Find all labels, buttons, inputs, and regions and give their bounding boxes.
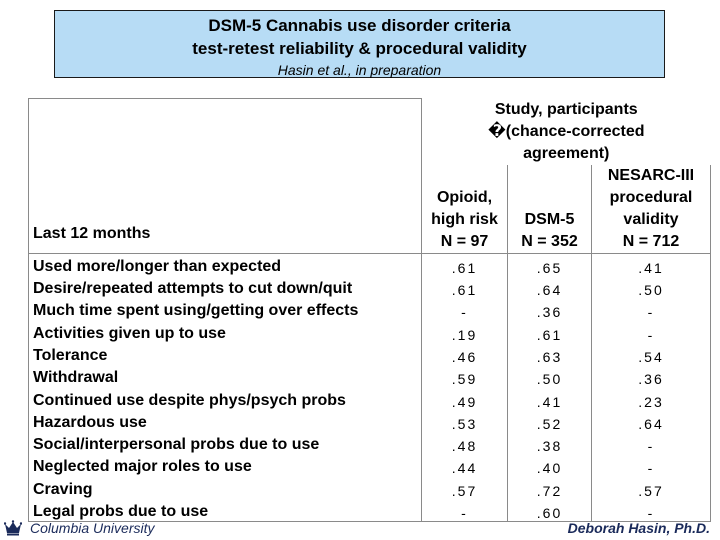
criterion-label: Craving: [28, 476, 422, 499]
value-dsm5: .72: [507, 476, 592, 499]
value-nesarc: .50: [591, 275, 711, 299]
criterion-label: Neglected major roles to use: [28, 454, 422, 477]
title-box: DSM-5 Cannabis use disorder criteria tes…: [54, 10, 665, 78]
criterion-label: Tolerance: [28, 342, 422, 365]
footer-institution: Columbia University: [30, 520, 155, 536]
criterion-label: Used more/longer than expected: [28, 252, 422, 276]
period-label: Last 12 months: [28, 98, 422, 253]
column-header-line: high risk: [431, 210, 498, 228]
value-nesarc: -: [591, 298, 711, 321]
study-header: Study, participants �(chance-corrected a…: [422, 99, 711, 165]
table-row: Legal probs due to use - .60 -: [28, 498, 711, 523]
value-opioid: .44: [421, 454, 508, 477]
column-header-line: validity: [623, 210, 679, 228]
value-opioid: .46: [421, 342, 508, 365]
column-header-line: N = 97: [440, 232, 489, 250]
criterion-label: Social/interpersonal probs due to use: [28, 431, 422, 455]
value-nesarc: .54: [591, 342, 711, 365]
table-row: Activities given up to use .19 .61 -: [28, 320, 711, 343]
value-opioid: .61: [421, 252, 508, 276]
value-dsm5: .63: [507, 342, 592, 365]
table-row: Hazardous use .53 .52 .64: [28, 409, 711, 432]
value-dsm5: .61: [507, 320, 592, 343]
value-opioid: .48: [421, 431, 508, 455]
table-row: Withdrawal .59 .50 .36: [28, 364, 711, 388]
table-row: Neglected major roles to use .44 .40 -: [28, 454, 711, 477]
value-nesarc: -: [591, 498, 711, 523]
value-opioid: .61: [421, 275, 508, 299]
criterion-label: Legal probs due to use: [28, 498, 422, 523]
column-header-nesarc: NESARC-III procedural validity N = 712: [591, 164, 711, 254]
value-nesarc: .36: [591, 364, 711, 388]
table-row: Tolerance .46 .63 .54: [28, 342, 711, 365]
table-row: Craving .57 .72 .57: [28, 476, 711, 499]
value-dsm5: .64: [507, 275, 592, 299]
value-opioid: -: [421, 498, 508, 523]
column-header-line: N = 712: [622, 232, 680, 250]
study-header-line-3: agreement): [523, 144, 610, 162]
footer-left: Columbia University: [4, 519, 154, 537]
value-opioid: .59: [421, 364, 508, 388]
criterion-label: Much time spent using/getting over effec…: [28, 298, 422, 321]
value-nesarc: .23: [591, 387, 711, 410]
column-header-opioid: Opioid, high risk N = 97: [421, 164, 508, 254]
value-dsm5: .41: [507, 387, 592, 410]
column-header-line: NESARC-III: [607, 166, 695, 184]
table-row: Desire/repeated attempts to cut down/qui…: [28, 275, 711, 299]
value-opioid: .57: [421, 476, 508, 499]
value-nesarc: -: [591, 431, 711, 455]
title-line-2: test-retest reliability & procedural val…: [192, 39, 527, 58]
column-header-line: Opioid,: [436, 188, 493, 206]
column-header-line: procedural: [609, 188, 693, 206]
criteria-table: Last 12 months Study, participants �(cha…: [28, 98, 711, 523]
value-nesarc: .41: [591, 252, 711, 276]
value-dsm5: .50: [507, 364, 592, 388]
column-header-line: DSM-5: [524, 210, 575, 228]
title-line-1: DSM-5 Cannabis use disorder criteria: [208, 16, 511, 35]
header-row-study: Last 12 months Study, participants �(cha…: [28, 98, 711, 253]
table-row: Used more/longer than expected .61 .65 .…: [28, 252, 711, 276]
table-row: Social/interpersonal probs due to use .4…: [28, 431, 711, 455]
study-header-line-2: �(chance-corrected: [487, 122, 645, 140]
value-dsm5: .38: [507, 431, 592, 455]
criterion-label: Desire/repeated attempts to cut down/qui…: [28, 275, 422, 299]
value-dsm5: .65: [507, 252, 592, 276]
column-header-dsm5: DSM-5 N = 352: [507, 164, 592, 254]
value-opioid: .53: [421, 409, 508, 432]
value-dsm5: .36: [507, 298, 592, 321]
value-opioid: -: [421, 298, 508, 321]
subtitle: Hasin et al., in preparation: [277, 62, 442, 78]
table-row: Continued use despite phys/psych probs .…: [28, 387, 711, 410]
criterion-label: Withdrawal: [28, 364, 422, 388]
footer-author: Deborah Hasin, Ph.D.: [567, 520, 710, 536]
value-dsm5: .40: [507, 454, 592, 477]
study-header-line-1: Study, participants: [494, 100, 638, 118]
value-opioid: .49: [421, 387, 508, 410]
value-nesarc: .64: [591, 409, 711, 432]
criterion-label: Activities given up to use: [28, 320, 422, 343]
value-nesarc: -: [591, 454, 711, 477]
criterion-label: Continued use despite phys/psych probs: [28, 387, 422, 410]
criterion-label: Hazardous use: [28, 409, 422, 432]
value-nesarc: .57: [591, 476, 711, 499]
value-opioid: .19: [421, 320, 508, 343]
value-nesarc: -: [591, 320, 711, 343]
columbia-crown-icon: [4, 520, 22, 536]
table-row: Much time spent using/getting over effec…: [28, 298, 711, 321]
value-dsm5: .60: [507, 498, 592, 523]
column-header-line: N = 352: [521, 232, 578, 250]
value-dsm5: .52: [507, 409, 592, 432]
header-row-columns: Opioid, high risk N = 97 DSM-5 N = 352 N…: [29, 164, 711, 254]
